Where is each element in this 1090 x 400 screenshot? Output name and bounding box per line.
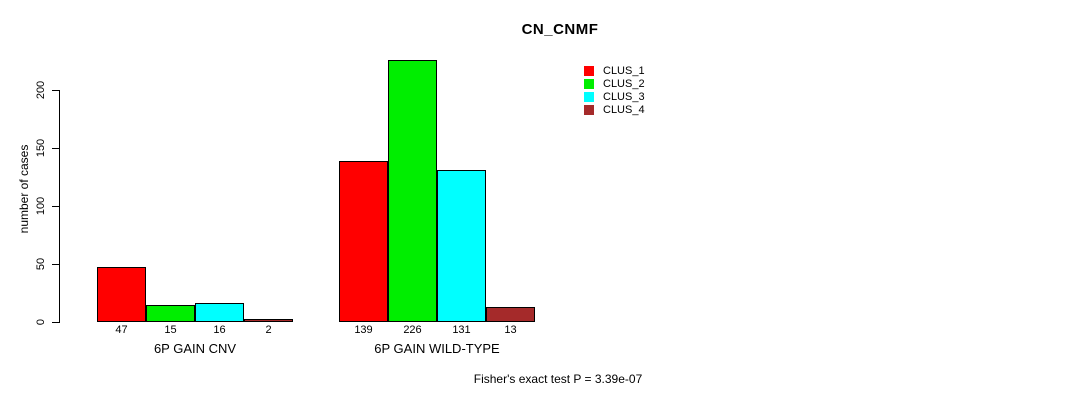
legend-label: CLUS_3 (603, 90, 645, 103)
legend-label: CLUS_2 (603, 77, 645, 90)
y-tick-label: 150 (35, 138, 47, 158)
legend-item: CLUS_2 (584, 77, 645, 90)
legend-swatch (584, 78, 594, 89)
bar (244, 319, 293, 322)
y-axis-tick (52, 90, 59, 91)
y-tick-label: 200 (35, 80, 47, 100)
bar-value-label: 13 (504, 324, 517, 336)
y-axis-tick (52, 322, 59, 323)
legend-swatch (584, 104, 594, 115)
legend-item: CLUS_3 (584, 90, 645, 103)
y-tick-label: 0 (35, 318, 47, 326)
y-tick-label: 100 (35, 196, 47, 216)
bar-value-label: 226 (403, 324, 422, 336)
legend-label: CLUS_4 (603, 103, 645, 116)
chart-title: CN_CNMF (521, 21, 599, 38)
y-axis-title: number of cases (17, 144, 31, 234)
legend-swatch (584, 65, 594, 76)
legend: CLUS_1 CLUS_2 CLUS_3 CLUS_4 (584, 64, 645, 116)
legend-item: CLUS_1 (584, 64, 645, 77)
bar-value-label: 16 (213, 324, 226, 336)
x-group-label: 6P GAIN WILD-TYPE (374, 341, 500, 356)
bar (486, 307, 535, 322)
x-group-label: 6P GAIN CNV (153, 341, 237, 356)
legend-item: CLUS_4 (584, 103, 645, 116)
y-axis-tick (52, 148, 59, 149)
bar-value-label: 2 (265, 324, 272, 336)
bar (97, 267, 146, 322)
bar (437, 170, 486, 322)
bar-value-label: 47 (115, 324, 128, 336)
y-tick-label: 50 (35, 257, 47, 271)
bar-value-label: 15 (164, 324, 177, 336)
bar (388, 60, 437, 322)
bar (195, 303, 244, 322)
bar (146, 305, 195, 322)
bar-value-label: 131 (452, 324, 471, 336)
y-axis-line (59, 90, 60, 323)
bar (339, 161, 388, 322)
legend-swatch (584, 91, 594, 102)
y-axis-tick (52, 264, 59, 265)
legend-label: CLUS_1 (603, 64, 645, 77)
bar-value-label: 139 (354, 324, 373, 336)
fisher-test-annotation: Fisher's exact test P = 3.39e-07 (473, 372, 643, 386)
y-axis-tick (52, 206, 59, 207)
